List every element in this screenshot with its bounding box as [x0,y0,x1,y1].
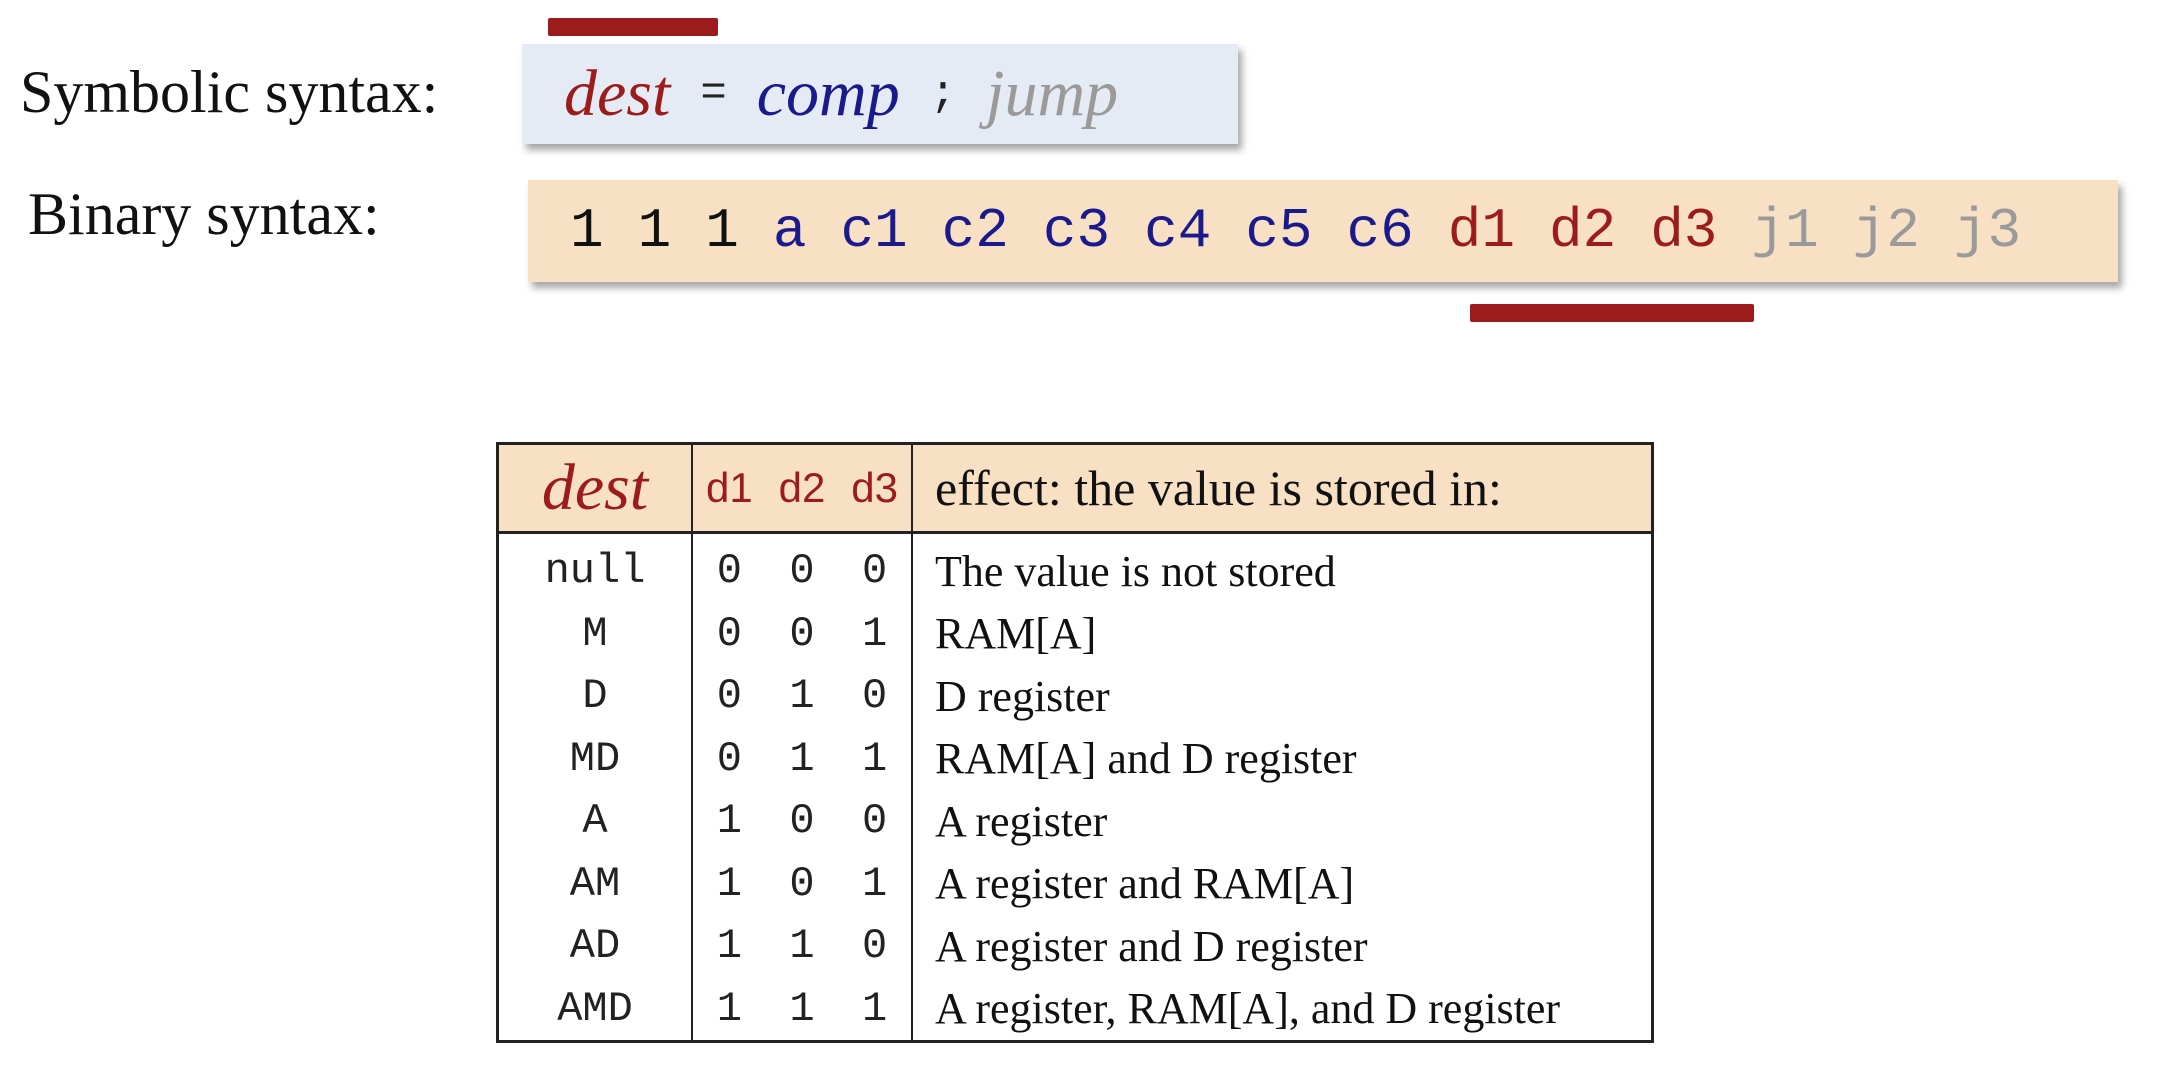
bit-cell: 0 [716,734,742,783]
bits-column-header: d1 d2 d3 [692,443,913,534]
bit-cell: 1 [789,984,815,1033]
bit-cell: 1 [716,797,742,846]
binary-bit-c1: c1 [840,199,908,263]
binary-bit-j2: j2 [1852,199,1920,263]
bit-cell: 0 [862,547,888,596]
bit-cell: 1 [862,984,888,1033]
dest-cell: MD [497,727,693,790]
dest-cell: null [497,532,693,603]
bit-cell: 0 [789,609,815,658]
dest-cell: M [497,602,693,665]
dest-table-header: dest d1 d2 d3 effect: the value is store… [497,443,1653,534]
bit-cell: 0 [716,547,742,596]
binary-syntax-box: 1 1 1 a c1 c2 c3 c4 c5 c6 d1 d2 d3 j1 j2… [528,180,2118,282]
d-bits-highlight-bar [1470,304,1754,322]
bit-cell: 0 [862,672,888,721]
binary-bit-j3: j3 [1953,199,2022,263]
bit-cell: 0 [716,672,742,721]
binary-bit-d2: d2 [1548,199,1617,263]
effect-cell: The value is not stored [935,546,1336,596]
effect-cell: RAM[A] and D register [935,734,1357,784]
dest-cell: AM [497,852,693,915]
symbolic-dest: dest [564,57,671,130]
bit-cell: 0 [716,609,742,658]
binary-syntax-label: Binary syntax: [28,181,380,247]
binary-bit-d1: d1 [1447,199,1515,263]
bit-cell: 0 [862,797,888,846]
binary-bit-a: a [772,199,807,263]
bit-cell: 1 [716,922,742,971]
symbolic-jump: jump [986,57,1119,130]
effect-header-text: effect: the value is stored in: [935,460,1502,516]
binary-bit: 1 [637,199,672,263]
binary-bit: 1 [570,199,604,263]
dest-cell: AD [497,915,693,978]
dest-column-header: dest [497,443,693,534]
dest-cell: A [497,790,693,853]
effect-cell: A register [935,796,1108,846]
binary-bit-j1: j1 [1751,199,1819,263]
dest-table: dest d1 d2 d3 effect: the value is store… [496,442,1654,1043]
effect-cell: A register and D register [935,921,1368,971]
effect-cell: D register [935,671,1110,721]
binary-bit-c6: c6 [1346,199,1414,263]
symbolic-syntax-box: dest = comp ; jump [522,44,1238,144]
effect-cell: RAM[A] [935,609,1097,659]
bit-cell: 1 [716,859,742,908]
bit-cell: 0 [789,547,815,596]
symbolic-syntax-label: Symbolic syntax: [20,59,439,125]
d1-header: d1 [705,464,753,511]
dest-header-text: dest [541,451,649,524]
bit-cell: 1 [716,984,742,1033]
d3-header: d3 [851,464,898,511]
binary-bit: 1 [705,199,739,263]
symbolic-comp: comp [756,57,900,130]
dest-cell: AMD [497,977,693,1042]
bit-cell: 1 [789,922,815,971]
symbolic-semicolon: ; [929,69,957,119]
dest-highlight-bar [548,18,718,36]
effect-cell: A register and RAM[A] [935,859,1355,909]
effect-column-header: effect: the value is stored in: [912,443,1653,534]
binary-bit-c4: c4 [1144,199,1212,263]
bit-cell: 1 [862,734,888,783]
bit-cell: 1 [789,672,815,721]
bit-cell: 0 [789,797,815,846]
binary-bit-c3: c3 [1042,199,1111,263]
symbolic-equals: = [700,69,727,119]
d2-header: d2 [778,464,826,511]
bit-cell: 1 [789,734,815,783]
effect-cell: A register, RAM[A], and D register [935,984,1561,1034]
bit-cell: 0 [789,859,815,908]
binary-bit-c2: c2 [941,199,1009,263]
bit-cell: 0 [862,922,888,971]
bit-cell: 1 [862,859,888,908]
bit-cell: 1 [862,609,888,658]
binary-bit-c5: c5 [1245,199,1313,263]
dest-cell: D [497,665,693,728]
binary-bit-d3: d3 [1650,199,1718,263]
